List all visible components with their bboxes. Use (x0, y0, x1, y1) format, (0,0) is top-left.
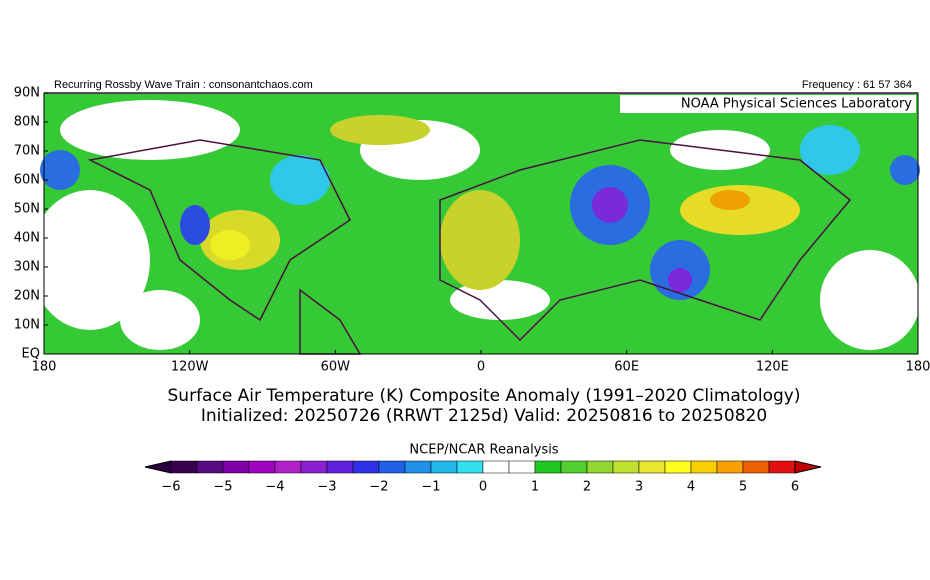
lon-label: 180 (32, 360, 57, 375)
title-line: Initialized: 20250726 (RRWT 2125d) Valid… (201, 406, 767, 426)
header-right: Frequency : 61 57 364 (802, 79, 912, 91)
cb-tick-label: −6 (161, 480, 180, 495)
cb-segment (534, 460, 562, 474)
cb-segment (586, 460, 614, 474)
lab-label: NOAA Physical Sciences Laboratory (681, 97, 912, 112)
cb-segment (638, 460, 666, 474)
lat-label: 40N (14, 231, 40, 246)
cb-segment (690, 460, 718, 474)
cb-tick-label: 6 (791, 480, 799, 495)
lat-label: 20N (14, 289, 40, 304)
cb-segment (274, 460, 302, 474)
title-line: Surface Air Temperature (K) Composite An… (168, 386, 801, 406)
cb-segment (196, 460, 224, 474)
cb-tick-label: 3 (635, 480, 643, 495)
lat-label: 90N (14, 86, 40, 101)
colorbar-label: NCEP/NCAR Reanalysis (409, 443, 558, 458)
cb-segment (768, 460, 796, 474)
cb-segment (560, 460, 588, 474)
lon-label: 60E (614, 360, 639, 375)
cb-tick-label: −5 (213, 480, 232, 495)
cb-tick-label: 5 (739, 480, 747, 495)
cb-segment (508, 460, 536, 474)
cb-segment (222, 460, 250, 474)
lon-label: 60W (321, 360, 351, 375)
lat-label: 10N (14, 318, 40, 333)
cb-tick-label: −2 (369, 480, 388, 495)
lon-axis: 180 120W 60W 0 60E 120E 180 (32, 350, 930, 375)
lat-label: 60N (14, 173, 40, 188)
lab-box (620, 95, 916, 113)
cb-arrow (794, 460, 822, 474)
cb-segment (742, 460, 770, 474)
cb-segment (716, 460, 744, 474)
lat-axis: 90N 80N 70N 60N 50N 40N 30N 20N 10N EQ (14, 86, 48, 362)
lat-label: 50N (14, 202, 40, 217)
cb-tick-label: 1 (531, 480, 539, 495)
cb-tick-label: −3 (317, 480, 336, 495)
cb-segment (612, 460, 640, 474)
cb-segment (248, 460, 276, 474)
map-field (30, 93, 920, 355)
cb-segment (482, 460, 510, 474)
cb-segment (378, 460, 406, 474)
cb-tick-label: 2 (583, 480, 591, 495)
lon-label: 180 (906, 360, 930, 375)
header-left: Recurring Rossby Wave Train : consonantc… (54, 79, 313, 91)
cb-segment (404, 460, 432, 474)
colorbar: −6 −5 −4 −3 −2 −1 0 1 2 3 4 5 6 (144, 460, 822, 495)
lon-label: 120E (756, 360, 789, 375)
cb-tick-label: 0 (479, 480, 487, 495)
lat-label: 70N (14, 144, 40, 159)
cb-segment (664, 460, 692, 474)
cb-segment (326, 460, 354, 474)
cb-segment (352, 460, 380, 474)
cb-segment (430, 460, 458, 474)
cb-tick-label: −4 (265, 480, 284, 495)
cb-segment (170, 460, 198, 474)
lon-label: 120W (171, 360, 209, 375)
cb-tick-label: −1 (421, 480, 440, 495)
cb-tick-label: 4 (687, 480, 695, 495)
lon-label: 0 (477, 360, 485, 375)
lat-label: 30N (14, 260, 40, 275)
cb-segment (300, 460, 328, 474)
lat-label: EQ (22, 347, 40, 362)
lat-label: 80N (14, 115, 40, 130)
cb-segment (456, 460, 484, 474)
